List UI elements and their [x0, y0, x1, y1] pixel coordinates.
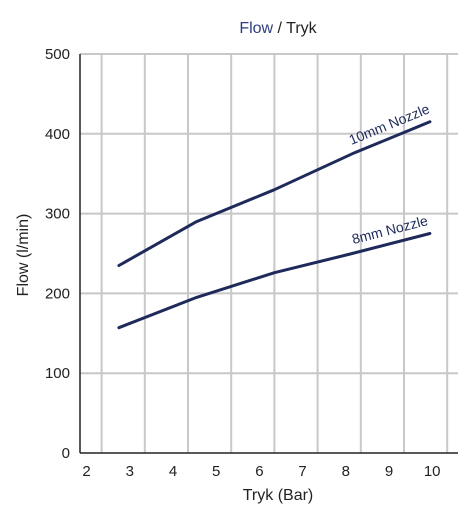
- series-line-8mm-nozzle: [117, 232, 432, 330]
- x-tick-label-5: 5: [212, 463, 220, 480]
- x-axis-title: Tryk (Bar): [243, 487, 314, 504]
- grid: [80, 53, 458, 453]
- x-tick-label-7: 7: [298, 463, 306, 480]
- y-tick-label-500: 500: [45, 46, 70, 63]
- title-part-tryk: Tryk: [286, 20, 318, 37]
- series-label-10mm-nozzle: 10mm Nozzle: [346, 100, 431, 147]
- chart-title: Flow / Tryk: [239, 20, 317, 37]
- y-axis-title: Flow (l/min): [15, 214, 32, 297]
- x-tick-label-9: 9: [385, 463, 393, 480]
- y-tick-label-400: 400: [45, 126, 70, 143]
- y-tick-label-100: 100: [45, 365, 70, 382]
- axes: [79, 54, 458, 454]
- x-tick-label-10: 10: [424, 463, 441, 480]
- x-tick-label-3: 3: [126, 463, 134, 480]
- y-tick-label-200: 200: [45, 285, 70, 302]
- x-tick-label-4: 4: [169, 463, 177, 480]
- title-part-flow: Flow: [239, 20, 273, 37]
- x-tick-label-6: 6: [255, 463, 263, 480]
- y-tick-label-300: 300: [45, 206, 70, 223]
- x-tick-label-8: 8: [342, 463, 350, 480]
- series-label-8mm-nozzle: 8mm Nozzle: [350, 212, 430, 247]
- y-tick-label-0: 0: [62, 445, 70, 462]
- title-part-separator: /: [273, 20, 286, 37]
- x-tick-label-2: 2: [82, 463, 90, 480]
- series-line-10mm-nozzle: [117, 120, 432, 267]
